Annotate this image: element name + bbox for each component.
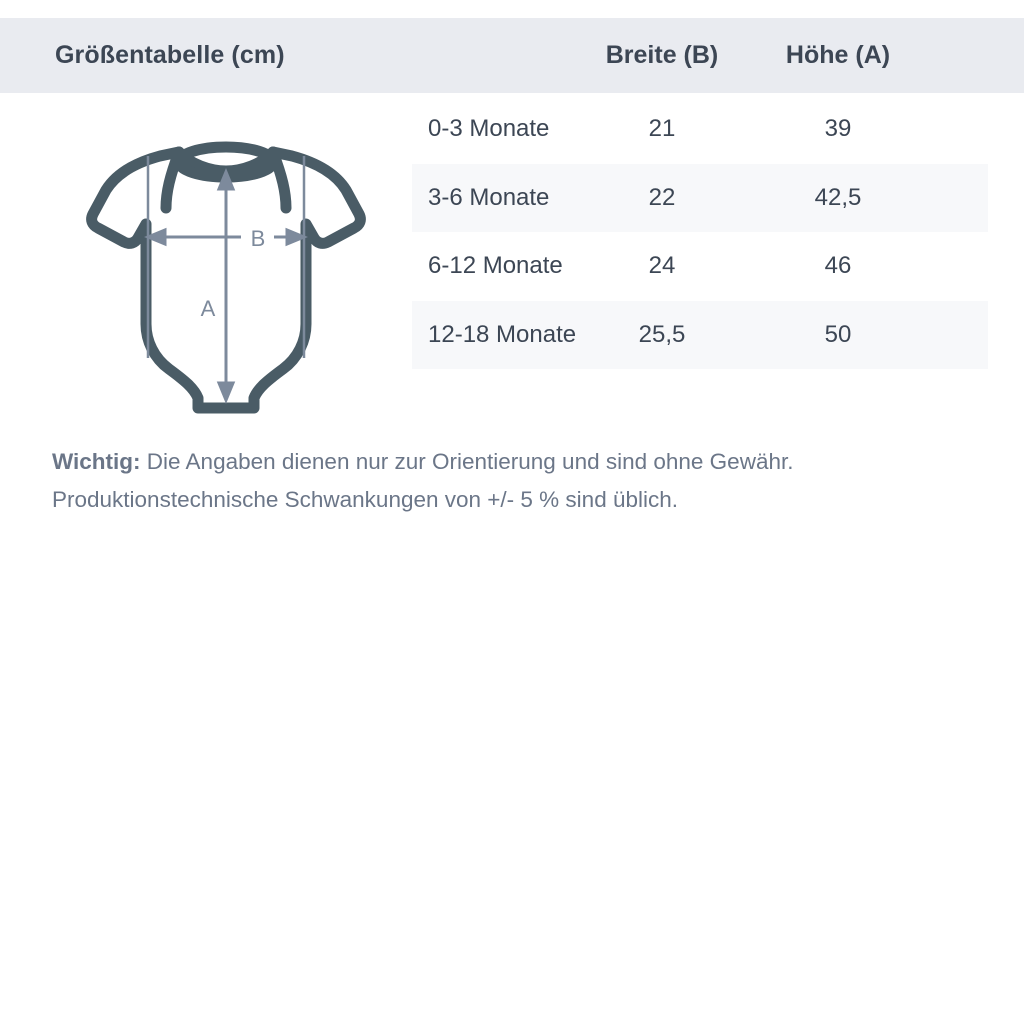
baby-bodysuit-illustration: B A: [78, 126, 374, 422]
cell-size: 3-6 Monate: [428, 183, 550, 211]
column-header-width: Breite (B): [605, 41, 719, 69]
cell-size: 12-18 Monate: [428, 320, 577, 348]
cell-height: 46: [824, 252, 852, 280]
column-header-height: Höhe (A): [785, 41, 891, 69]
disclaimer-line-1: Die Angaben dienen nur zur Orientierung …: [140, 449, 794, 474]
cell-width: 21: [648, 115, 676, 143]
cell-height: 50: [824, 320, 852, 348]
cell-height: 42,5: [814, 183, 862, 211]
disclaimer-note: Wichtig: Die Angaben dienen nur zur Orie…: [52, 443, 982, 519]
page-title: Größentabelle (cm): [55, 41, 285, 69]
disclaimer-line-2: Produktionstechnische Schwankungen von +…: [52, 487, 679, 512]
measurement-guides: [146, 156, 306, 358]
cell-size: 0-3 Monate: [428, 115, 550, 143]
size-table-body: 0-3 Monate 21 39 3-6 Monate 22 42,5 6-12…: [412, 95, 988, 369]
width-measure-arrow: [144, 227, 308, 247]
cell-height: 39: [824, 115, 852, 143]
table-header-band: Größentabelle (cm) Breite (B) Höhe (A): [0, 18, 1024, 93]
table-row: 3-6 Monate 22 42,5: [412, 163, 988, 232]
height-measure-arrow: [216, 168, 236, 404]
cell-width: 24: [648, 252, 676, 280]
cell-width: 22: [648, 183, 676, 211]
height-label: A: [201, 296, 216, 321]
table-row: 0-3 Monate 21 39: [412, 95, 988, 164]
width-label: B: [251, 226, 266, 251]
cell-size: 6-12 Monate: [428, 252, 563, 280]
table-row: 12-18 Monate 25,5 50: [412, 300, 988, 369]
table-row: 6-12 Monate 24 46: [412, 232, 988, 301]
cell-width: 25,5: [638, 320, 686, 348]
disclaimer-lead: Wichtig:: [52, 449, 141, 474]
